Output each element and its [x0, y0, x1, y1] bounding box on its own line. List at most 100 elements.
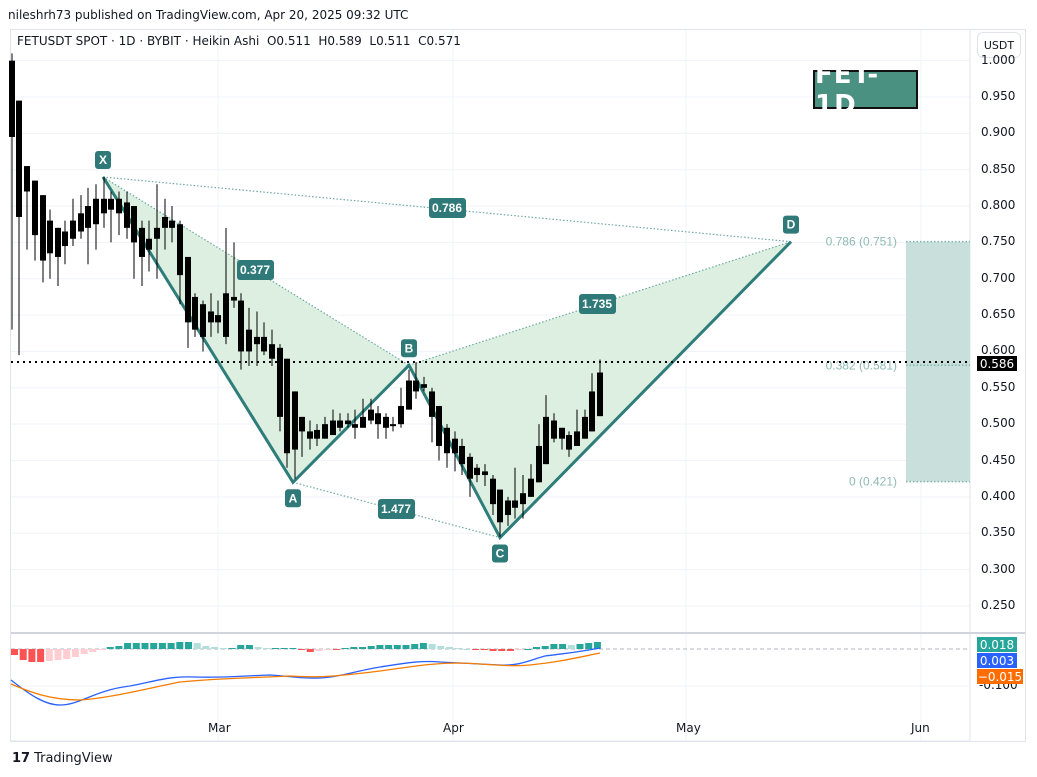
ohlc-close: C0.571 — [418, 34, 461, 48]
tradingview-brand[interactable]: 17 TradingView — [12, 751, 113, 766]
tradingview-logo-icon: 17 — [12, 751, 31, 766]
macd-histogram-bar — [472, 649, 480, 650]
macd-histogram-bar — [167, 643, 175, 649]
macd-histogram-bar — [541, 646, 549, 649]
pattern-point-c — [492, 544, 508, 563]
candle-body — [177, 224, 183, 276]
macd-histogram-bar — [63, 649, 71, 659]
currency-button[interactable]: USDT — [977, 32, 1021, 58]
candle-body — [589, 391, 595, 432]
candle-body — [284, 358, 290, 454]
fib-level-label: 0.786 (0.751) — [826, 235, 897, 249]
macd-histogram-bar — [332, 649, 340, 650]
macd-line-tag: 0.003 — [977, 653, 1017, 668]
candle-body — [314, 429, 320, 439]
pattern-point-x — [95, 150, 111, 169]
candle-body — [497, 489, 503, 523]
price-tick-label: 0.550 — [981, 379, 1016, 394]
macd-histogram-bar — [315, 649, 323, 651]
ratio-badge — [237, 260, 274, 280]
candle-body — [536, 445, 542, 483]
candle-body — [139, 227, 145, 257]
macd-histogram-bar — [567, 645, 575, 649]
candle-body — [101, 198, 107, 214]
candle-body — [223, 293, 229, 337]
macd-histogram-bar — [45, 649, 53, 661]
candle-body — [124, 202, 130, 228]
candle-body — [9, 60, 15, 137]
candle-body — [93, 198, 99, 225]
macd-histogram-bar — [576, 644, 584, 649]
macd-histogram-bar — [498, 649, 506, 651]
candle-body — [47, 220, 53, 254]
macd-histogram-bar — [37, 649, 45, 662]
symbol-info: FETUSDT SPOT · 1D · BYBIT · Heikin Ashi — [17, 34, 260, 48]
macd-histogram-bar — [106, 647, 114, 649]
candle-body — [375, 413, 381, 425]
candle-body — [528, 478, 534, 497]
candle-body — [421, 384, 427, 388]
macd-histogram-bar — [28, 649, 36, 662]
candle-body — [582, 416, 588, 439]
pattern-point-d — [783, 215, 799, 234]
price-tick-label: 0.500 — [981, 416, 1016, 431]
candle-body — [169, 220, 175, 228]
macd-histogram-bar — [454, 648, 462, 649]
macd-histogram-bar — [524, 649, 532, 650]
macd-histogram-bar — [272, 648, 279, 649]
symbol-legend: FETUSDT SPOT · 1D · BYBIT · Heikin Ashi … — [17, 34, 461, 48]
candle-body — [322, 424, 328, 439]
candle-body — [429, 391, 435, 417]
candle-body — [574, 431, 580, 446]
price-tick-label: 0.300 — [981, 561, 1016, 576]
macd-histogram-bar — [463, 649, 471, 650]
macd-histogram-bar — [141, 643, 149, 649]
publisher-line: nileshrh73 published on TradingView.com,… — [8, 8, 409, 22]
price-tick-label: 0.400 — [981, 488, 1016, 503]
candle-body — [551, 420, 557, 439]
price-tick-label: 0.250 — [981, 597, 1016, 612]
candle-body — [192, 296, 198, 330]
pattern-ratio-line — [292, 481, 501, 539]
macd-signal-tag: −0.015 — [977, 669, 1023, 684]
candle-body — [32, 180, 38, 236]
candle-body — [467, 456, 473, 479]
macd-histogram-bar — [367, 646, 375, 649]
macd-histogram-bar — [298, 649, 306, 650]
price-tick-label: 0.750 — [981, 234, 1016, 249]
candle-body — [597, 372, 603, 417]
macd-histogram-bar — [89, 649, 97, 652]
candle-body — [215, 315, 221, 323]
macd-signal-line — [10, 652, 601, 701]
candle-body — [566, 435, 572, 450]
xabcd-pattern-line — [101, 176, 793, 541]
time-tick-label: Mar — [208, 721, 231, 735]
pattern-point-label: B — [405, 341, 414, 355]
macd-histogram-bar — [202, 646, 210, 649]
macd-histogram-bar — [228, 648, 236, 649]
macd-histogram-bar — [54, 649, 62, 660]
time-tick-label: Jun — [911, 721, 930, 735]
candle-body — [482, 471, 488, 476]
time-tick-label: May — [676, 721, 701, 735]
macd-histogram-bar — [11, 649, 18, 655]
candle-body — [40, 195, 46, 261]
candle-body — [70, 220, 76, 239]
candle-body — [345, 420, 351, 425]
candle-body — [406, 380, 412, 410]
macd-histogram-bar — [280, 648, 288, 649]
ratio-badge — [378, 499, 415, 519]
macd-histogram-bar — [515, 649, 523, 650]
candle-body — [292, 391, 298, 450]
candle-body — [85, 206, 91, 228]
candle-body — [185, 256, 191, 323]
macd-histogram-bar — [98, 649, 105, 650]
macd-histogram-bar — [237, 645, 245, 649]
tradingview-label: TradingView — [34, 751, 113, 766]
macd-histogram-bar — [263, 648, 271, 649]
macd-histogram-bar — [289, 648, 297, 649]
candle-body — [62, 231, 68, 247]
macd-histogram-bar — [419, 643, 427, 649]
time-tick-label: Apr — [443, 721, 464, 735]
